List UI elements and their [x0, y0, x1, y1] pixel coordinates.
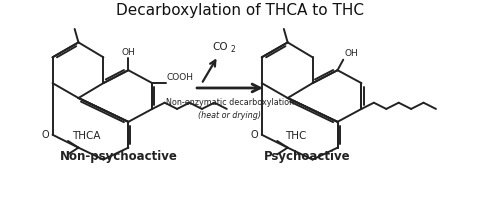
Text: THCA: THCA [72, 131, 100, 141]
Text: (heat or drying): (heat or drying) [198, 111, 262, 120]
Text: Non-enzymatic decarboxylation: Non-enzymatic decarboxylation [166, 98, 294, 107]
Text: 2: 2 [230, 45, 235, 54]
Text: CO: CO [213, 43, 228, 52]
Text: O: O [41, 130, 49, 140]
Text: Non-psychoactive: Non-psychoactive [60, 150, 178, 163]
Text: OH: OH [122, 48, 135, 57]
Text: Decarboxylation of THCA to THC: Decarboxylation of THCA to THC [115, 3, 364, 18]
Text: OH: OH [344, 49, 358, 58]
Text: THC: THC [285, 131, 306, 141]
Text: Psychoactive: Psychoactive [264, 150, 351, 163]
Text: O: O [251, 130, 258, 140]
Text: COOH: COOH [167, 73, 194, 82]
